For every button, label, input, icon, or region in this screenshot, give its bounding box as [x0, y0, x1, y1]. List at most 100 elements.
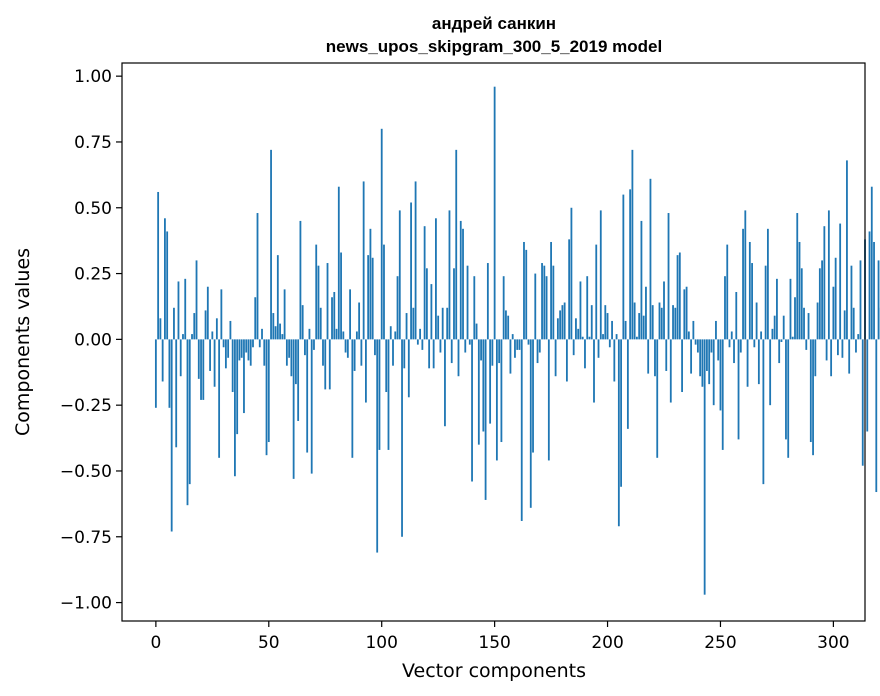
bar-207 — [622, 194, 625, 340]
y-tick-label: −0.50 — [60, 462, 112, 482]
bar-247 — [712, 339, 715, 406]
bar-157 — [509, 339, 512, 374]
bar-187 — [577, 328, 580, 340]
bar-133 — [455, 149, 458, 340]
bar-222 — [656, 339, 659, 458]
bar-160 — [516, 339, 519, 350]
bar-203 — [613, 339, 616, 382]
bar-6 — [168, 339, 171, 408]
bar-252 — [724, 276, 726, 340]
bar-268 — [760, 331, 763, 340]
bar-197 — [599, 210, 602, 340]
bar-219 — [649, 178, 652, 340]
bar-304 — [841, 339, 844, 358]
bar-161 — [518, 339, 521, 350]
bar-276 — [778, 339, 781, 364]
bar-279 — [785, 339, 787, 440]
bar-305 — [843, 310, 846, 340]
bar-104 — [389, 326, 392, 340]
bar-281 — [789, 278, 792, 340]
y-tick-label: 0.50 — [74, 199, 112, 219]
bar-184 — [570, 207, 573, 340]
bar-56 — [281, 334, 284, 340]
bar-239 — [694, 339, 697, 345]
bar-72 — [317, 265, 320, 340]
bar-101 — [383, 244, 385, 340]
bar-179 — [559, 310, 562, 340]
bar-115 — [414, 181, 417, 340]
bar-209 — [626, 339, 629, 429]
bar-153 — [500, 339, 503, 443]
bar-42 — [249, 339, 252, 366]
bar-263 — [748, 241, 751, 340]
bar-241 — [699, 339, 702, 377]
bar-45 — [256, 213, 259, 340]
bar-80 — [335, 328, 338, 340]
bar-164 — [525, 249, 528, 340]
bar-103 — [387, 339, 390, 450]
bar-137 — [464, 339, 467, 353]
bar-62 — [294, 339, 297, 385]
bar-255 — [730, 331, 733, 340]
bar-38 — [240, 339, 243, 358]
bar-301 — [834, 257, 837, 340]
bar-244 — [706, 339, 708, 371]
x-axis-label: Vector components — [402, 660, 586, 682]
bar-85 — [346, 339, 349, 358]
bar-134 — [457, 339, 460, 377]
bar-122 — [430, 284, 433, 340]
bar-204 — [615, 334, 618, 340]
bar-273 — [771, 328, 774, 340]
bar-192 — [588, 336, 591, 340]
bar-155 — [505, 310, 507, 340]
bar-198 — [602, 334, 604, 340]
bar-262 — [746, 339, 749, 387]
bar-289 — [807, 313, 810, 340]
bar-205 — [617, 339, 620, 527]
bar-253 — [726, 244, 729, 340]
bar-191 — [586, 276, 589, 340]
bar-185 — [572, 339, 575, 356]
bar-214 — [638, 313, 641, 340]
bar-236 — [687, 331, 690, 340]
bar-213 — [636, 336, 638, 340]
y-axis-label: Components values — [12, 248, 34, 436]
bar-300 — [832, 286, 835, 340]
bar-217 — [645, 286, 647, 340]
bar-44 — [254, 297, 257, 340]
bar-64 — [299, 220, 302, 340]
bar-87 — [351, 339, 354, 458]
bar-143 — [477, 339, 480, 445]
bar-299 — [830, 339, 833, 377]
bar-211 — [631, 149, 634, 340]
bar-265 — [753, 339, 756, 348]
bar-251 — [721, 339, 724, 450]
chart-title: андрей санкин — [432, 14, 556, 33]
bar-116 — [416, 339, 419, 345]
bar-105 — [392, 339, 394, 366]
bar-297 — [825, 339, 828, 361]
chart-subtitle: news_upos_skipgram_300_5_2019 model — [326, 37, 662, 56]
bar-126 — [439, 339, 442, 353]
x-tick-label: 0 — [150, 633, 161, 653]
bar-69 — [310, 339, 313, 474]
bar-120 — [425, 268, 428, 340]
x-tick-label: 150 — [478, 633, 510, 653]
bar-136 — [462, 228, 464, 340]
bar-3 — [161, 339, 164, 382]
bar-201 — [608, 339, 611, 348]
bar-118 — [421, 339, 424, 350]
bar-10 — [177, 281, 180, 340]
bar-142 — [475, 323, 478, 340]
bar-146 — [484, 339, 487, 500]
bar-256 — [733, 339, 735, 364]
bar-9 — [175, 339, 178, 448]
bar-318 — [873, 241, 875, 340]
bar-124 — [435, 218, 437, 340]
bar-50 — [267, 339, 270, 443]
bar-294 — [818, 268, 821, 340]
bar-178 — [556, 318, 559, 340]
bar-19 — [197, 339, 200, 379]
bar-233 — [681, 339, 683, 393]
